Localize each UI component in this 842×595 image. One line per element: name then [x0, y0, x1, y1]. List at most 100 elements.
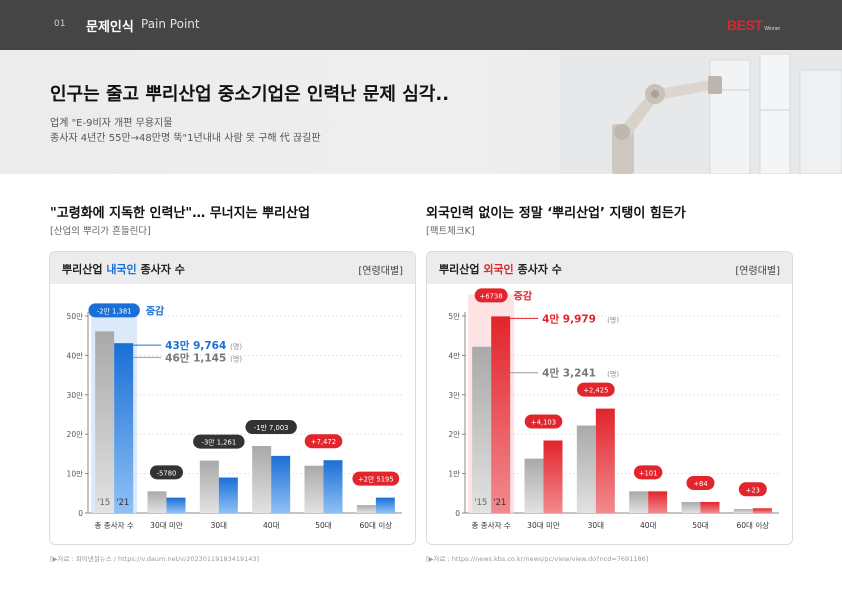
y-tick-label: 40만: [67, 351, 84, 360]
year-label-prev: '15: [474, 498, 487, 508]
hero-banner: 인구는 줄고 뿌리산업 중소기업은 인력난 문제 심각.. 업계 "E-9비자 …: [0, 50, 842, 174]
y-tick-label: 2만: [448, 430, 460, 439]
x-tick-label: 30대 미만: [527, 521, 560, 530]
card-title: 뿌리산업 외국인 종사자 수: [439, 263, 562, 276]
change-label: -1만 7,003: [254, 423, 289, 432]
bar-2015: [629, 491, 649, 513]
highlight-word: 증감: [514, 290, 533, 302]
right-section-subtitle: [팩트체크K]: [426, 226, 475, 237]
x-tick-label: 30대: [588, 521, 605, 530]
x-tick-label: 30대 미만: [150, 521, 183, 530]
annotation-unit: (명): [230, 342, 242, 351]
bar-2015: [95, 331, 115, 513]
bar-2021: [323, 460, 343, 513]
card-tag: [연령대별]: [735, 266, 780, 277]
card-title: 뿌리산업 내국인 종사자 수: [62, 263, 185, 276]
change-label: +2,425: [583, 387, 608, 395]
bar-2015: [524, 458, 544, 513]
bar-2021: [595, 408, 615, 513]
change-label: +23: [746, 486, 760, 494]
card-header: 뿌리산업 외국인 종사자 수 [연령대별]: [427, 252, 792, 284]
foreign-bar-chart: 0 1만 2만 3만 4만 5만총 종사자 수 +6738 증감 '15 '21 4만 9,979 (…: [448, 288, 779, 530]
x-tick-label: 40대: [640, 521, 657, 530]
left-section-subtitle: [산업의 뿌리가 흔들린다]: [50, 226, 151, 237]
bar-2021: [166, 497, 186, 513]
change-label: +7,472: [311, 438, 336, 446]
y-tick-label: 50만: [67, 312, 84, 321]
change-label: +4,103: [531, 419, 556, 427]
y-tick-label: 30만: [67, 391, 84, 400]
x-tick-label: 50대: [315, 521, 332, 530]
left-section-title: "고령화에 지독한 인력난"… 무너지는 뿌리산업: [50, 206, 310, 221]
bar-2021: [218, 477, 238, 513]
hero-line-1: 업계 "E-9비자 개편 무용지물: [50, 118, 173, 129]
bar-2015: [147, 491, 167, 513]
card-title-highlight: 내국인: [106, 263, 137, 276]
bar-2015: [356, 505, 376, 513]
x-tick-label: 60대 이상: [737, 520, 770, 530]
y-tick-label: 0: [455, 509, 460, 518]
y-tick-label: 3만: [448, 391, 460, 400]
highlight-word: 증감: [146, 305, 165, 317]
change-label: +84: [693, 480, 707, 488]
year-label-prev: '15: [97, 498, 110, 508]
annotation-latest-value: 4만 9,979: [542, 312, 596, 325]
year-label-latest: '21: [493, 498, 506, 508]
change-badge: [88, 303, 140, 318]
annotation-unit: (명): [230, 354, 242, 363]
annotation-prev-value: 4만 3,241: [542, 367, 596, 380]
bar-2015: [199, 460, 219, 513]
hero-subtitle: 업계 "E-9비자 개편 무용지물 종사자 4년간 55만→48만명 뚝"1년내…: [50, 116, 321, 146]
x-tick-label: 총 종사자 수: [472, 521, 511, 530]
change-label: +2만 5195: [358, 475, 394, 484]
bar-2021: [114, 343, 134, 513]
change-label: -3만 1,261: [202, 438, 237, 447]
section-title: 문제인식: [86, 20, 134, 35]
bar-2021: [491, 316, 511, 513]
bar-2021: [752, 508, 772, 513]
bar-2015: [252, 446, 272, 513]
bar-2015: [576, 425, 596, 513]
change-label: +6738: [480, 292, 503, 300]
change-label: -5780: [157, 469, 177, 477]
bar-2015: [472, 346, 492, 513]
bar-2015: [733, 509, 753, 513]
change-badge: [686, 475, 715, 490]
x-tick-label: 50대: [692, 521, 709, 530]
right-section-title: 외국인력 없이는 정말 ‘뿌리산업’ 지탱이 힘든가: [426, 206, 686, 221]
change-badge: [245, 420, 297, 435]
bar-2015: [681, 501, 701, 513]
bar-2021: [271, 455, 291, 513]
x-tick-label: 40대: [263, 521, 280, 530]
y-tick-label: 5만: [448, 312, 460, 321]
left-source-note: [▶자료 : 파이낸셜뉴스 / https://v.daum.net/v/202…: [50, 555, 260, 563]
brand-logo: BEST Winner: [727, 15, 780, 34]
change-badge: [304, 434, 343, 449]
foreign-workers-card: 뿌리산업 외국인 종사자 수 [연령대별] 0 1만 2만 3만 4만 5만 총 종사자 수…: [426, 251, 793, 545]
year-label-latest: '21: [116, 498, 129, 508]
change-badge: [150, 465, 183, 480]
change-badge: [524, 414, 563, 429]
change-badge: [474, 288, 508, 303]
right-source-note: [▶자료 : https://news.kbs.co.kr/news/pc/vi…: [426, 555, 649, 563]
change-badge: [577, 382, 615, 397]
logo-main: BEST: [727, 17, 763, 33]
section-subtitle: Pain Point: [141, 17, 200, 31]
annotation-prev-value: 46만 1,145: [165, 351, 226, 364]
card-header: 뿌리산업 내국인 종사자 수 [연령대별]: [50, 252, 415, 284]
change-badge: [352, 471, 400, 486]
domestic-workers-card: 뿌리산업 내국인 종사자 수 [연령대별] 0 10만 20만 30만 40만 50만 총 …: [49, 251, 416, 545]
change-label: -2만 1,381: [97, 306, 132, 315]
y-tick-label: 1만: [448, 470, 460, 479]
logo-sub: Winner: [764, 26, 781, 32]
change-badge: [193, 434, 245, 449]
annotation-latest-value: 43만 9,764: [165, 339, 226, 352]
x-tick-label: 60대 이상: [360, 520, 393, 530]
bar-2021: [700, 501, 720, 513]
robot-arm-illustration: [560, 50, 842, 174]
bar-2021: [648, 491, 668, 513]
change-badge: [738, 482, 767, 497]
hero-title: 인구는 줄고 뿌리산업 중소기업은 인력난 문제 심각..: [50, 84, 450, 105]
annotation-unit: (명): [607, 315, 619, 324]
